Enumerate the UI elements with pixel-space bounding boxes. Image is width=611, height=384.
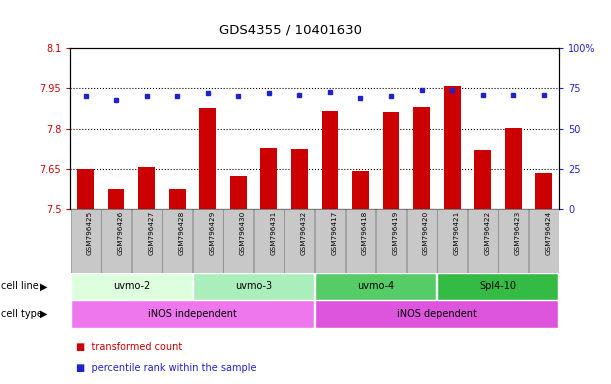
Text: GSM796429: GSM796429 <box>209 211 215 255</box>
Text: GSM796426: GSM796426 <box>118 211 123 255</box>
Text: GSM796417: GSM796417 <box>332 211 337 255</box>
Bar <box>101 209 131 273</box>
Bar <box>199 108 216 209</box>
Text: GSM796422: GSM796422 <box>485 211 490 255</box>
Bar <box>169 189 186 209</box>
Text: Spl4-10: Spl4-10 <box>480 281 516 291</box>
Text: GSM796419: GSM796419 <box>393 211 398 255</box>
Bar <box>529 209 559 273</box>
Bar <box>315 273 436 300</box>
Bar <box>444 86 461 209</box>
Bar <box>260 148 277 209</box>
Bar <box>230 176 247 209</box>
Bar <box>291 149 308 209</box>
Bar <box>71 300 314 328</box>
Text: ■  percentile rank within the sample: ■ percentile rank within the sample <box>76 363 257 373</box>
Bar <box>407 209 437 273</box>
Bar <box>254 209 284 273</box>
Bar <box>437 209 467 273</box>
Bar <box>321 111 338 209</box>
Text: cell line: cell line <box>1 281 39 291</box>
Bar <box>382 112 400 209</box>
Text: iNOS dependent: iNOS dependent <box>397 309 477 319</box>
Text: GSM796432: GSM796432 <box>301 211 307 255</box>
Bar <box>535 173 552 209</box>
Text: uvmo-3: uvmo-3 <box>235 281 272 291</box>
Bar <box>138 167 155 209</box>
Bar <box>505 128 522 209</box>
Text: cell type: cell type <box>1 309 43 319</box>
Text: GSM796423: GSM796423 <box>515 211 521 255</box>
Bar <box>468 209 498 273</box>
Bar <box>346 209 376 273</box>
Text: iNOS independent: iNOS independent <box>148 309 237 319</box>
Text: GSM796425: GSM796425 <box>87 211 93 255</box>
Bar <box>193 273 314 300</box>
Text: GSM796418: GSM796418 <box>362 211 368 255</box>
Text: GDS4355 / 10401630: GDS4355 / 10401630 <box>219 23 362 36</box>
Text: GSM796424: GSM796424 <box>546 211 551 255</box>
Text: uvmo-2: uvmo-2 <box>113 281 150 291</box>
Text: GSM796431: GSM796431 <box>270 211 276 255</box>
Text: GSM796430: GSM796430 <box>240 211 246 255</box>
Text: ▶: ▶ <box>40 281 48 291</box>
Bar <box>132 209 162 273</box>
Bar <box>71 273 192 300</box>
Bar <box>499 209 529 273</box>
Bar <box>376 209 406 273</box>
Text: ▶: ▶ <box>40 309 48 319</box>
Text: GSM796420: GSM796420 <box>423 211 429 255</box>
Bar <box>77 169 94 209</box>
Bar <box>437 273 558 300</box>
Text: GSM796421: GSM796421 <box>454 211 459 255</box>
Text: ■  transformed count: ■ transformed count <box>76 342 183 352</box>
Bar <box>224 209 254 273</box>
Text: uvmo-4: uvmo-4 <box>357 281 394 291</box>
Bar <box>193 209 223 273</box>
Text: GSM796428: GSM796428 <box>179 211 185 255</box>
Bar <box>71 209 101 273</box>
Bar <box>315 300 558 328</box>
Text: GSM796427: GSM796427 <box>148 211 154 255</box>
Bar <box>108 189 125 209</box>
Bar <box>413 107 430 209</box>
Bar <box>285 209 315 273</box>
Bar <box>315 209 345 273</box>
Bar <box>163 209 192 273</box>
Bar <box>352 171 369 209</box>
Bar <box>474 150 491 209</box>
